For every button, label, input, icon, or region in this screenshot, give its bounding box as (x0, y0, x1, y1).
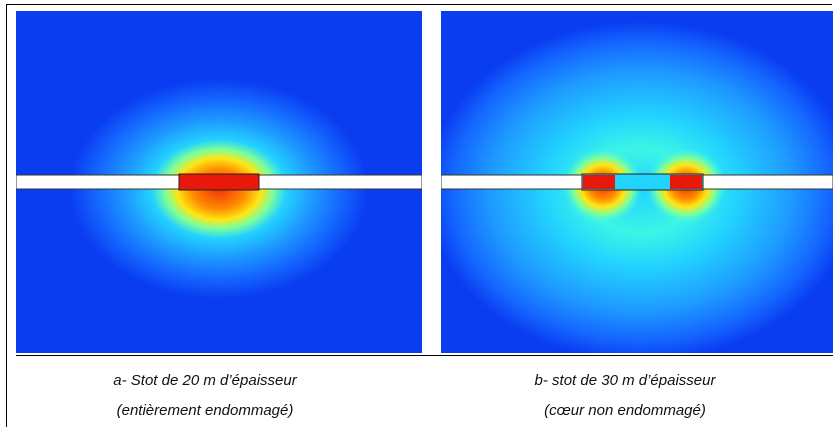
figure-frame (6, 4, 832, 427)
stress-map-panel-a (16, 11, 422, 353)
caption-b-line1: b- stot de 30 m d’épaisseur (534, 372, 716, 389)
pillar (178, 173, 260, 191)
stress-map-b-svg (441, 11, 833, 353)
stress-map-a-svg (16, 11, 422, 353)
caption-divider (16, 355, 833, 356)
caption-a-line2: (entièrement endommagé) (116, 402, 294, 419)
caption-a-line1: a- Stot de 20 m d’épaisseur (113, 372, 297, 389)
pillar-damage-left (583, 175, 615, 189)
caption-b-line2: (cœur non endommagé) (544, 402, 706, 419)
stress-map-panel-b (441, 11, 833, 353)
pillar-damage-right (670, 175, 702, 189)
